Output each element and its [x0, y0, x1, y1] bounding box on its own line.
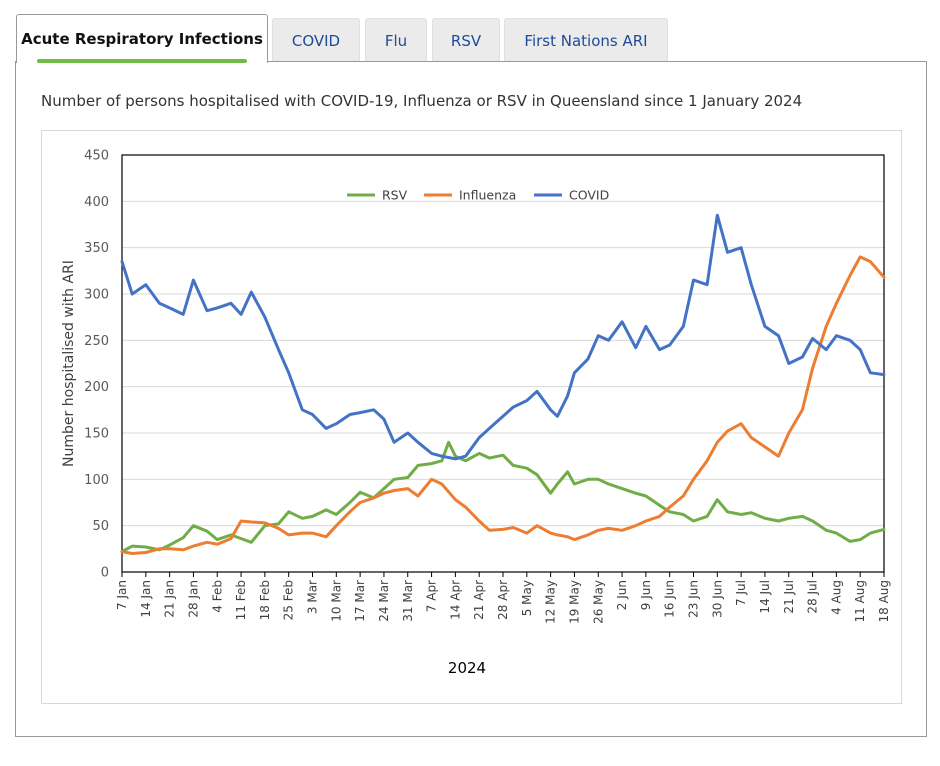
tab-panel: Number of persons hospitalised with COVI… — [15, 61, 927, 737]
y-tick-label: 250 — [84, 334, 109, 349]
tab-flu[interactable]: Flu — [365, 18, 427, 62]
chart-frame: 0 50 100 150 200 250 300 350 400 450 7 Jan 14 Jan 21… — [41, 130, 902, 704]
tab-acute-respiratory-infections[interactable]: Acute Respiratory Infections — [16, 14, 268, 63]
x-tick-label: 18 Aug — [877, 580, 891, 623]
x-tick-label: 30 Jun — [710, 580, 724, 618]
x-tick-label: 16 Jun — [663, 580, 677, 618]
chart-heading: Number of persons hospitalised with COVI… — [41, 92, 803, 110]
x-tick-label: 9 Jun — [639, 580, 653, 610]
x-tick-label: 23 Jun — [687, 580, 701, 618]
y-axis-title: Number hospitalised with ARI — [61, 260, 77, 467]
tab-label: Acute Respiratory Infections — [21, 30, 263, 48]
y-tick-label: 350 — [84, 241, 109, 256]
y-tick-label: 300 — [84, 288, 109, 303]
tab-rsv[interactable]: RSV — [432, 18, 500, 62]
x-tick-label: 21 Jul — [782, 580, 796, 614]
tab-label: First Nations ARI — [524, 31, 648, 50]
x-tick-label: 4 Feb — [210, 580, 224, 613]
series-line-rsv — [120, 440, 886, 554]
x-tick-label: 25 Feb — [282, 580, 296, 620]
x-tick-label: 4 Aug — [829, 580, 843, 615]
series-line-influenza — [120, 255, 886, 555]
y-tick-label: 50 — [92, 519, 109, 534]
tab-first-nations-ari[interactable]: First Nations ARI — [504, 18, 668, 62]
y-tick-label: 200 — [84, 380, 109, 395]
x-tick-label: 28 Jul — [806, 580, 820, 614]
tab-covid[interactable]: COVID — [272, 18, 360, 62]
x-tick-label: 7 Jul — [734, 580, 748, 606]
legend-label-rsv: RSV — [382, 188, 408, 203]
legend-label-covid: COVID — [569, 188, 609, 203]
x-tick-label: 2 Jun — [615, 580, 629, 610]
x-tick-label: 31 Mar — [401, 580, 415, 622]
x-axis-title: 2024 — [448, 659, 486, 677]
series-line-covid — [120, 213, 886, 461]
y-tick-label: 0 — [101, 566, 109, 581]
active-tab-indicator — [37, 59, 247, 63]
x-tick-label: 12 May — [544, 580, 558, 624]
tab-label: COVID — [291, 31, 341, 50]
x-tick-label: 14 Apr — [448, 580, 462, 620]
x-tick-label: 28 Jan — [186, 580, 200, 618]
y-tick-label: 400 — [84, 195, 109, 210]
line-chart: 0 50 100 150 200 250 300 350 400 450 7 Jan 14 Jan 21… — [61, 149, 891, 678]
x-tick-label: 7 Apr — [425, 580, 439, 612]
tab-label: Flu — [384, 31, 408, 50]
x-tick-label: 5 May — [520, 580, 534, 616]
y-tick-label: 450 — [84, 149, 109, 164]
legend-label-influenza: Influenza — [459, 188, 516, 203]
x-tick-label: 19 May — [567, 580, 581, 624]
plot-area-border — [121, 154, 885, 573]
x-tick-label: 28 Apr — [496, 580, 510, 620]
y-tick-label: 100 — [84, 473, 109, 488]
x-tick-label: 26 May — [591, 580, 605, 624]
y-tick-label: 150 — [84, 427, 109, 442]
x-tick-label: 14 Jul — [758, 580, 772, 614]
x-tick-label: 11 Aug — [853, 580, 867, 623]
tab-label: RSV — [450, 31, 482, 50]
x-tick-label: 7 Jan — [115, 580, 129, 610]
x-tick-label: 11 Feb — [234, 580, 248, 620]
x-tick-label: 10 Mar — [329, 580, 343, 622]
x-tick-label: 24 Mar — [377, 580, 391, 622]
x-tick-label: 3 Mar — [306, 580, 320, 614]
x-tick-label: 21 Jan — [163, 580, 177, 618]
x-tick-label: 21 Apr — [472, 580, 486, 620]
x-tick-label: 14 Jan — [139, 580, 153, 618]
x-tick-label: 17 Mar — [353, 580, 367, 622]
x-tick-label: 18 Feb — [258, 580, 272, 620]
